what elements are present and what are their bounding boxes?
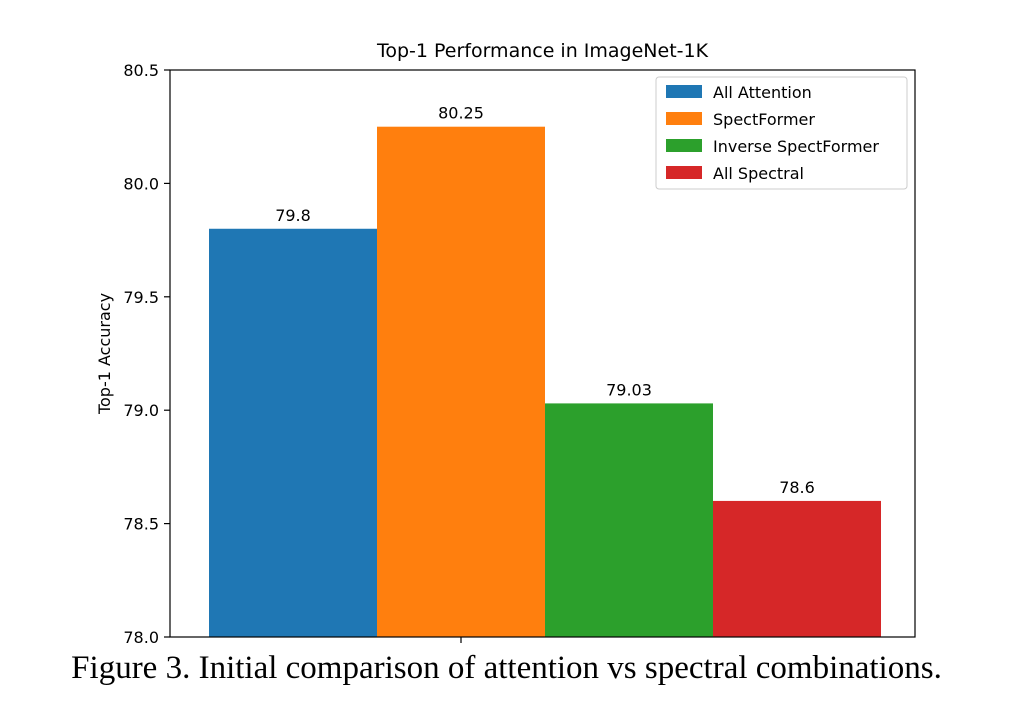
bar-labels-group: 79.8 80.25 79.03 78.6	[275, 104, 815, 497]
y-tick-label: 78.5	[123, 515, 159, 534]
y-tick-label: 80.0	[123, 174, 159, 193]
bar-chart: 78.078.579.079.580.080.5 79.880.2579.037…	[95, 40, 916, 647]
legend: All Attention SpectFormer Inverse SpectFor…	[655, 76, 908, 190]
legend-swatch	[666, 85, 702, 98]
y-tick-label: 79.0	[123, 401, 159, 420]
figure-caption: Figure 3. Initial comparison of attentio…	[71, 650, 942, 686]
bar-value-label: 78.6	[779, 478, 815, 497]
y-tick-label: 80.5	[123, 61, 159, 80]
y-tick-label: 79.5	[123, 288, 159, 307]
legend-entry: All Attention	[713, 83, 812, 102]
bar-all-spectral	[713, 500, 881, 637]
bar-inverse-spectformer	[545, 403, 713, 637]
legend-entry: Inverse SpectFormer	[713, 137, 879, 156]
plot-frame	[169, 69, 916, 638]
y-axis: 78.0 78.5 79.0 79.5 80.0 80.5	[123, 61, 170, 647]
bar-value-label: 80.25	[438, 104, 484, 123]
legend-box	[655, 76, 908, 190]
y-tick-label: 78.0	[123, 628, 159, 647]
legend-swatch	[666, 139, 702, 152]
bar-spectformer	[377, 126, 545, 637]
legend-entry: All Spectral	[713, 164, 804, 183]
chart-title: Top-1 Performance in ImageNet-1K	[376, 40, 709, 62]
bar-value-label: 79.03	[606, 380, 652, 399]
legend-swatch	[666, 166, 702, 179]
bars-group	[209, 126, 881, 637]
bar-all-attention	[209, 228, 377, 637]
legend-swatch	[666, 112, 702, 125]
y-axis-title: Top-1 Accuracy	[95, 293, 114, 415]
legend-entry: SpectFormer	[713, 110, 815, 129]
bar-value-label: 79.8	[275, 206, 311, 225]
